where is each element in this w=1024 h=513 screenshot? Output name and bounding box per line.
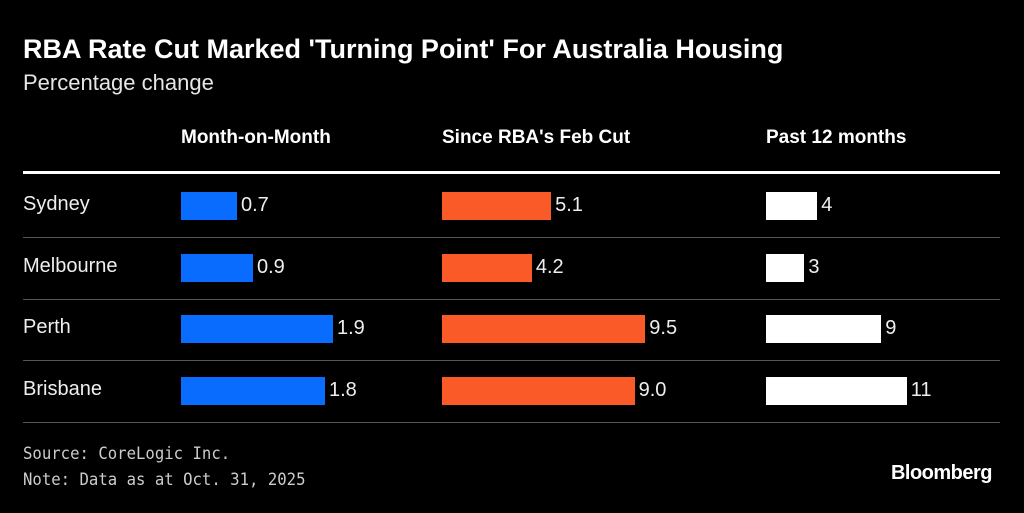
- data-label: 9: [885, 317, 897, 339]
- data-label: 5.1: [555, 194, 583, 216]
- row-label: Perth: [23, 316, 71, 338]
- source-note: Source: CoreLogic Inc.: [23, 444, 231, 464]
- row-label: Sydney: [23, 193, 90, 215]
- data-label: 4: [821, 194, 833, 216]
- data-label: 1.9: [337, 317, 365, 339]
- row-divider: [23, 422, 1000, 423]
- data-label: 0.7: [241, 194, 269, 216]
- bar: [766, 254, 805, 282]
- bar: [766, 192, 818, 220]
- row-label: Melbourne: [23, 255, 118, 277]
- header-rule: [23, 171, 1000, 174]
- data-label: 3: [808, 256, 820, 278]
- data-label: 11: [910, 379, 932, 401]
- chart-subtitle: Percentage change: [23, 70, 214, 95]
- bar: [442, 192, 552, 220]
- row-label: Brisbane: [23, 378, 102, 400]
- column-header-since-feb-cut: Since RBA's Feb Cut: [442, 127, 631, 148]
- row-divider: [23, 237, 1000, 238]
- bar: [766, 377, 907, 405]
- bar: [181, 192, 237, 220]
- bloomberg-logo: Bloomberg: [890, 462, 993, 484]
- data-label: 9.0: [638, 379, 667, 401]
- data-label: 9.5: [649, 317, 678, 339]
- bar: [181, 377, 325, 405]
- bar: [181, 315, 333, 343]
- data-label: 0.9: [257, 256, 285, 278]
- bar: [442, 254, 532, 282]
- row-divider: [23, 299, 1000, 300]
- data-label: 4.2: [535, 256, 564, 278]
- bar: [181, 254, 253, 282]
- column-header-month-on-month: Month-on-Month: [181, 127, 331, 148]
- data-note: Note: Data as at Oct. 31, 2025: [23, 470, 306, 490]
- column-header-past-12-months: Past 12 months: [766, 127, 907, 148]
- bar: [766, 315, 882, 343]
- bar: [442, 377, 635, 405]
- row-divider: [23, 360, 1000, 361]
- chart-title: RBA Rate Cut Marked 'Turning Point' For …: [23, 34, 784, 64]
- data-label: 1.8: [329, 379, 357, 401]
- bar: [442, 315, 646, 343]
